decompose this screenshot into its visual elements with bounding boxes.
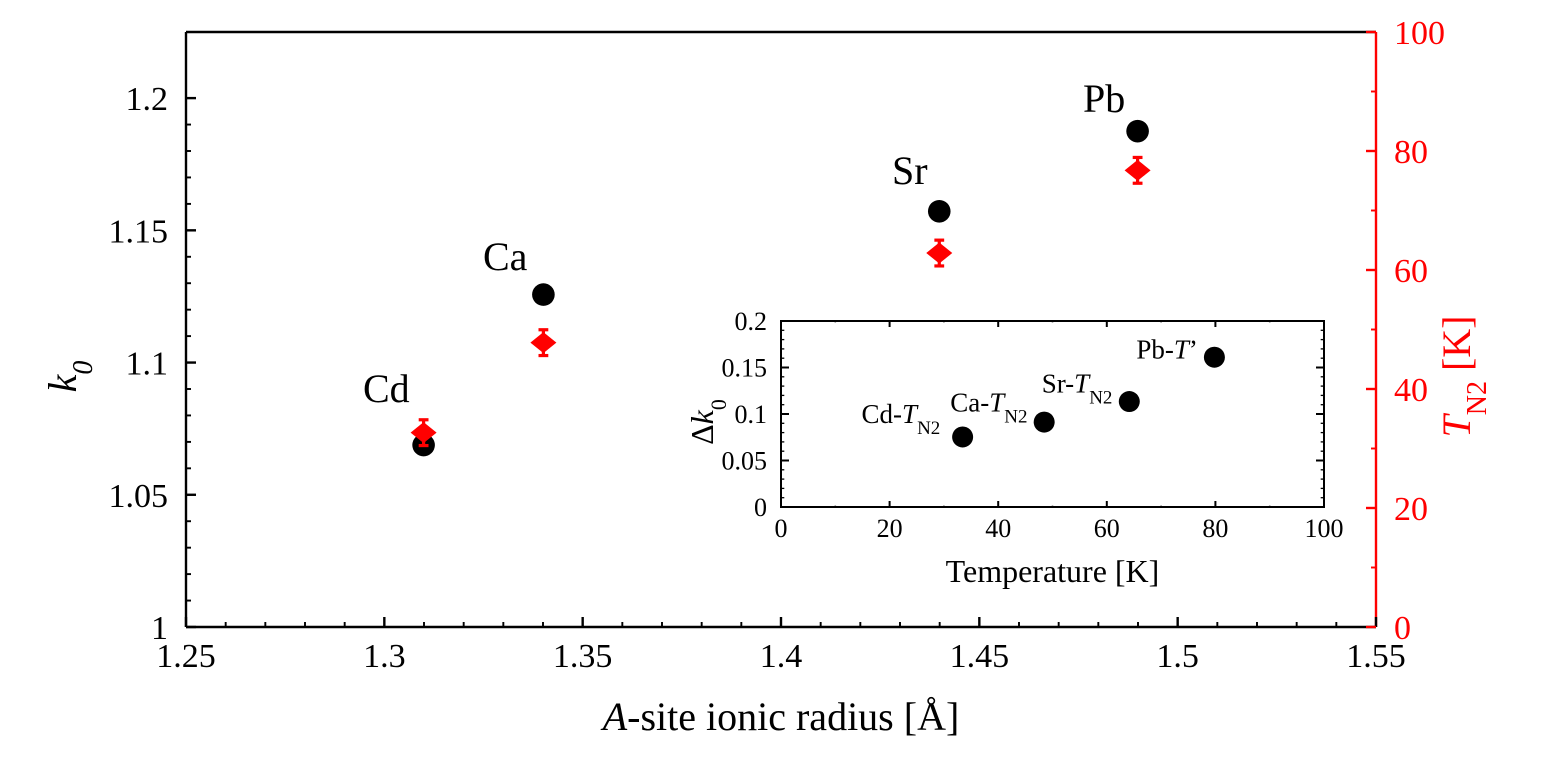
svg-text:0: 0 [775,514,788,543]
svg-text:1: 1 [151,610,168,647]
svg-text:1.05: 1.05 [109,478,169,515]
svg-text:60: 60 [1094,514,1120,543]
svg-text:0: 0 [1394,610,1411,647]
svg-text:Pb-T’: Pb-T’ [1136,334,1198,364]
svg-text:Temperature [K]: Temperature [K] [946,553,1160,589]
svg-text:Sr: Sr [892,148,928,193]
svg-text:20: 20 [877,514,903,543]
svg-text:40: 40 [1394,372,1428,409]
svg-text:80: 80 [1202,514,1228,543]
svg-text:20: 20 [1394,491,1428,528]
svg-text:40: 40 [985,514,1011,543]
svg-text:0: 0 [754,493,767,522]
svg-text:0.15: 0.15 [722,354,768,383]
svg-text:1.2: 1.2 [126,81,169,118]
svg-text:1.35: 1.35 [553,638,613,675]
svg-text:1.15: 1.15 [109,213,169,250]
svg-text:0.1: 0.1 [735,400,768,429]
svg-text:0.05: 0.05 [722,447,768,476]
svg-text:100: 100 [1394,15,1445,52]
svg-text:1.4: 1.4 [760,638,803,675]
svg-text:1.5: 1.5 [1156,638,1199,675]
svg-text:1.1: 1.1 [126,346,169,383]
svg-text:1.3: 1.3 [363,638,406,675]
svg-text:A-site ionic radius [Å]: A-site ionic radius [Å] [600,694,960,739]
svg-text:60: 60 [1394,253,1428,290]
svg-text:1.45: 1.45 [950,638,1010,675]
svg-text:80: 80 [1394,134,1428,171]
svg-text:100: 100 [1305,514,1344,543]
svg-text:Cd: Cd [363,366,410,411]
svg-text:Ca: Ca [483,234,528,279]
svg-text:Pb: Pb [1083,76,1125,121]
svg-text:0.2: 0.2 [735,307,768,336]
